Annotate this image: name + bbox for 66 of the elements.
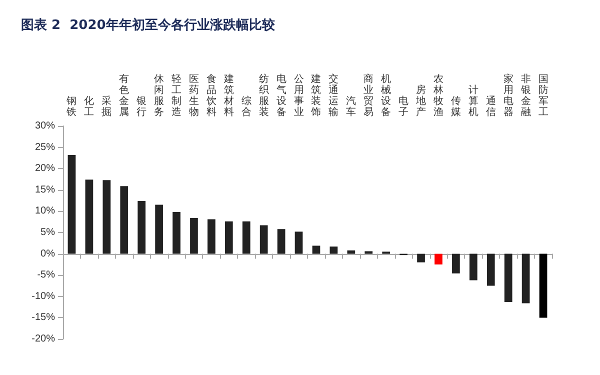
- y-tick-label: -5%: [37, 270, 56, 281]
- x-tick-label: 电子: [398, 95, 409, 118]
- bar: [172, 212, 180, 254]
- x-tick-label: 轻工制造: [172, 73, 182, 118]
- y-tick-label: 5%: [40, 227, 56, 238]
- x-tick-label: 食品饮料: [205, 73, 216, 118]
- x-tick-label: 医药生物: [188, 74, 199, 118]
- bar: [364, 251, 373, 254]
- x-tick-label: 建筑装饰: [310, 73, 322, 118]
- bar: [312, 246, 320, 254]
- x-tick-label: 纺织服装: [258, 73, 269, 118]
- bar: [260, 225, 268, 254]
- bar: [469, 254, 478, 280]
- x-tick-label: 国防军工: [538, 74, 548, 118]
- bar: [294, 232, 303, 254]
- bar: [120, 186, 128, 254]
- x-tick-label: 房地产: [415, 84, 426, 118]
- y-tick-label: -20%: [32, 334, 56, 344]
- bar: [434, 254, 442, 264]
- x-tick-label: 采掘: [102, 95, 112, 118]
- x-tick-label: 计算机: [468, 84, 478, 118]
- x-tick-label: 农林牧渔: [432, 74, 444, 118]
- y-tick-label: 20%: [34, 163, 56, 174]
- x-tick-label: 家用电器: [503, 73, 514, 118]
- x-tick-label: 电气设备: [276, 73, 286, 118]
- bar: [68, 154, 76, 254]
- y-tick-label: 30%: [34, 120, 56, 132]
- bar: [242, 221, 250, 254]
- bar: [486, 254, 495, 286]
- bar: [522, 254, 530, 304]
- bar: [504, 254, 512, 302]
- y-tick-label: 10%: [34, 206, 56, 217]
- bar: [452, 254, 460, 274]
- bar: [85, 180, 94, 254]
- bar: [347, 250, 356, 254]
- bar: [190, 218, 198, 254]
- bar: [138, 200, 146, 254]
- x-tick-label: 交通运输: [328, 73, 339, 118]
- x-tick-label: 钢铁: [66, 96, 77, 118]
- x-tick-label: 休闲服务: [154, 74, 164, 118]
- chart-title: 图表 2 2020年年初至今各行业涨跌幅比较: [21, 17, 276, 33]
- x-tick-label: 商业贸易: [364, 73, 374, 118]
- y-tick-label: -10%: [32, 290, 56, 302]
- y-tick-label: 0%: [40, 248, 56, 260]
- x-tick-label: 通信: [486, 95, 496, 118]
- bar: [102, 180, 111, 254]
- x-tick-label: 综合: [241, 95, 252, 118]
- x-tick-label: 机械设备: [381, 73, 392, 118]
- x-tick-label: 汽车: [346, 95, 356, 118]
- x-tick-label: 公用事业: [294, 73, 304, 118]
- bar: [277, 229, 286, 254]
- y-tick-label: 25%: [34, 142, 56, 153]
- bar: [155, 204, 163, 254]
- x-tick-label: 银行: [136, 96, 147, 118]
- bar: [208, 219, 216, 254]
- bar: [330, 246, 338, 254]
- bar: [417, 254, 425, 262]
- x-tick-label: 有色金属: [119, 73, 130, 118]
- y-tick-label: -15%: [32, 312, 56, 324]
- x-tick-label: 非银金融: [520, 73, 531, 118]
- x-tick-label: 化工: [84, 95, 94, 118]
- x-tick-label: 传媒: [450, 96, 461, 118]
- y-tick-label: 15%: [34, 184, 56, 196]
- bar: [539, 254, 548, 318]
- bar: [224, 221, 233, 254]
- x-tick-label: 建筑材料: [222, 73, 234, 118]
